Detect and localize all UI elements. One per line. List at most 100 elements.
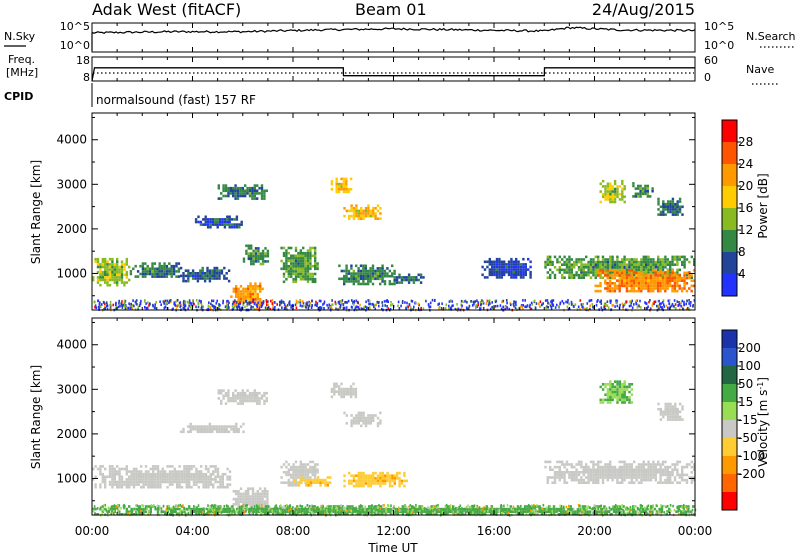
power-y-axis-label: Slant Range [km] [29, 160, 43, 264]
velocity-heatmap [92, 380, 697, 517]
nave-tick-bottom: 0 [704, 71, 711, 84]
nave-label: Nave [746, 63, 774, 76]
power-colorbar-tick: 8 [738, 245, 746, 259]
y-tick-label: 1000 [56, 266, 87, 280]
velocity-colorbar-swatch [722, 456, 737, 474]
y-tick-label: 3000 [56, 382, 87, 396]
power-colorbar-swatch [722, 186, 737, 208]
y-tick-label: 3000 [56, 177, 87, 191]
echo-region [657, 197, 684, 216]
power-colorbar-swatch [722, 230, 737, 252]
noise-left-label: N.Sky [4, 30, 36, 43]
power-colorbar-tick: 12 [738, 223, 753, 237]
x-tick-label: 20:00 [577, 524, 612, 538]
velocity-colorbar-tick: 100 [738, 359, 761, 373]
power-colorbar-tick: 4 [738, 267, 746, 281]
velocity-colorbar-tick: -200 [738, 467, 765, 481]
velocity-colorbar-tick: 200 [738, 341, 761, 355]
velocity-colorbar: 200 100 50 15 -15 -50 -100 -200 [721, 329, 765, 511]
noise-right-label: N.Search [746, 30, 796, 43]
x-tick-label: 16:00 [477, 524, 512, 538]
velocity-y-axis-label: Slant Range [km] [29, 365, 43, 469]
echo-region [92, 257, 131, 287]
nsky-trace [91, 26, 696, 34]
velocity-colorbar-tick: -100 [738, 449, 765, 463]
power-colorbar-swatch [722, 208, 737, 230]
echo-region [92, 465, 232, 489]
frequency-line [91, 67, 695, 82]
velocity-colorbar-swatch [722, 438, 737, 456]
echo-region [343, 411, 382, 428]
noise-left-tick-top: 10^5 [60, 20, 90, 33]
y-tick-label: 2000 [56, 222, 87, 236]
power-colorbar-title: Power [dB] [756, 173, 770, 238]
velocity-colorbar-swatch [722, 420, 737, 438]
date-title: 24/Aug/2015 [592, 0, 695, 19]
echo-region [599, 380, 634, 404]
velocity-colorbar-tick: -15 [738, 413, 758, 427]
velocity-colorbar-tick: 50 [738, 377, 753, 391]
echo-region [632, 182, 654, 198]
echo-region [657, 402, 684, 421]
velocity-colorbar-tick: -50 [738, 431, 758, 445]
noise-right-tick-top: 10^5 [704, 20, 734, 33]
power-colorbar-swatch [722, 142, 737, 164]
echo-region [194, 215, 243, 229]
echo-region [179, 266, 231, 283]
power-heatmap [92, 177, 696, 312]
y-tick-label: 4000 [56, 338, 87, 352]
y-tick-label: 1000 [56, 471, 87, 485]
velocity-colorbar-tick: 15 [738, 395, 753, 409]
beam-title: Beam 01 [355, 0, 427, 19]
echo-region [599, 179, 626, 204]
cpid-program: normalsound (fast) 157 RF [96, 93, 256, 107]
cpid-label: CPID [4, 90, 33, 103]
freq-label-line2: [MHz] [6, 66, 38, 79]
x-tick-label: 00:00 [678, 524, 713, 538]
freq-label-line1: Freq. [8, 53, 35, 66]
velocity-colorbar-swatch [722, 492, 737, 510]
velocity-colorbar-swatch [722, 348, 737, 366]
echo-region [544, 460, 696, 484]
echo-region [594, 269, 696, 293]
velocity-colorbar-swatch [722, 384, 737, 402]
power-colorbar-swatch [722, 164, 737, 186]
echo-region [129, 262, 181, 278]
power-colorbar-swatch [722, 252, 737, 274]
echo-region [338, 264, 396, 286]
echo-region [293, 476, 332, 487]
axis-ticks: 00:00 04:00 08:00 12:00 16:00 20:00 00:00 4000 3… [56, 23, 712, 538]
echo-region [343, 471, 408, 488]
x-axis-label: Time UT [367, 541, 418, 554]
echo-region [343, 204, 382, 220]
noise-left-tick-bottom: 10^0 [60, 39, 90, 52]
power-colorbar-tick: 16 [738, 201, 753, 215]
echo-region [330, 382, 358, 399]
velocity-colorbar-swatch [722, 402, 737, 420]
velocity-colorbar-swatch [722, 366, 737, 384]
power-colorbar-tick: 28 [738, 135, 753, 149]
noise-right-tick-bottom: 10^0 [704, 39, 734, 52]
velocity-colorbar-swatch [722, 330, 737, 348]
echo-region [393, 273, 425, 284]
x-tick-label: 04:00 [175, 524, 210, 538]
x-tick-label: 12:00 [376, 524, 411, 538]
velocity-colorbar-title: Velocity [m s-1] [756, 377, 770, 467]
echo-region [179, 422, 245, 434]
nave-tick-top: 60 [704, 54, 718, 67]
y-tick-label: 4000 [56, 133, 87, 147]
power-colorbar-swatch [722, 274, 737, 296]
power-colorbar-tick: 24 [738, 157, 753, 171]
echo-region [481, 257, 532, 279]
x-tick-label: 00:00 [75, 524, 110, 538]
freq-tick-bottom: 8 [83, 71, 90, 84]
freq-tick-top: 18 [76, 54, 90, 67]
power-colorbar: 28 24 20 16 12 8 4 [721, 119, 753, 297]
velocity-colorbar-swatch [722, 474, 737, 492]
echo-region [230, 487, 269, 511]
echo-region [280, 460, 319, 487]
power-colorbar-tick: 20 [738, 179, 753, 193]
echo-region [280, 246, 319, 284]
echo-region [242, 244, 270, 266]
